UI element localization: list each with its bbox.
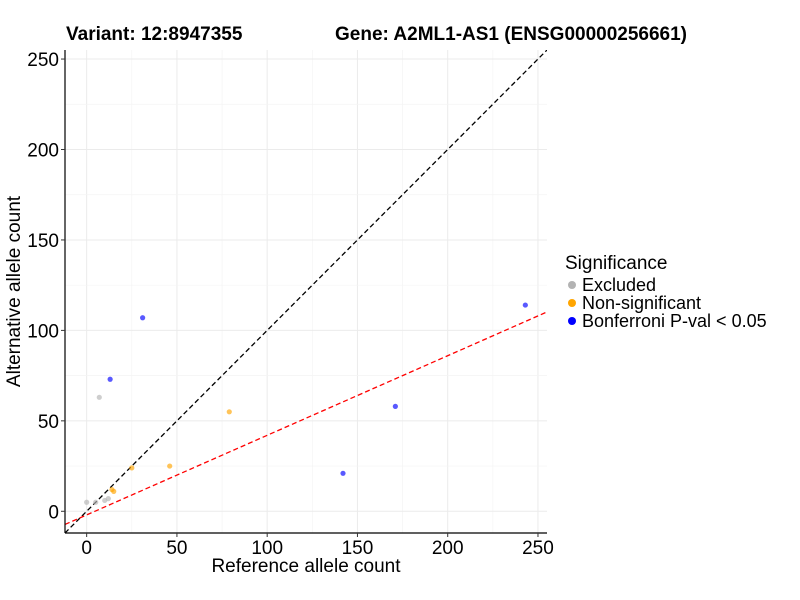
y-tick-label: 200 [27,140,59,161]
data-point-non-significant [129,465,135,471]
data-point-bonferroni-p-val-0-05 [107,376,113,382]
legend: Significance Excluded Non-significant Bo… [565,253,767,331]
data-point-bonferroni-p-val-0-05 [140,315,146,321]
legend-swatch-non-significant [568,299,576,307]
y-tick-label: 150 [27,231,59,252]
reference-line-fit [65,311,547,526]
legend-item-excluded: Excluded [565,274,767,295]
legend-title: Significance [565,253,668,274]
x-tick-label: 150 [342,538,374,559]
y-tick-label: 50 [38,412,59,433]
legend-swatch-bonferroni [568,317,576,325]
chart-title-variant: Variant: 12:8947355 [66,24,243,45]
data-point-excluded [84,499,90,505]
y-axis-label: Alternative allele count [4,195,25,387]
legend-label-non-significant: Non-significant [582,292,702,313]
x-tick-label: 100 [251,538,283,559]
x-tick-label: 200 [432,538,464,559]
data-point-excluded [93,499,99,505]
legend-label-excluded: Excluded [582,274,657,295]
y-tick-label: 250 [27,50,59,71]
x-axis-label: Reference allele count [211,556,401,577]
data-point-bonferroni-p-val-0-05 [522,302,528,308]
data-point-non-significant [226,409,232,415]
legend-swatch-excluded [568,281,576,289]
x-tick-label: 250 [522,538,554,559]
data-point-bonferroni-p-val-0-05 [340,470,346,476]
y-tick-label: 0 [48,502,59,523]
data-point-bonferroni-p-val-0-05 [392,403,398,409]
legend-item-non-significant: Non-significant [565,292,767,313]
legend-label-bonferroni: Bonferroni P-val < 0.05 [582,310,767,331]
y-tick-label: 100 [27,321,59,342]
data-point-excluded [105,496,111,502]
reference-line-identity [65,50,547,533]
data-point-non-significant [111,488,117,494]
chart-title-gene: Gene: A2ML1-AS1 (ENSG00000256661) [335,24,688,45]
x-tick-label: 50 [166,538,187,559]
data-point-excluded [96,394,102,400]
x-tick-label: 0 [81,538,92,559]
data-point-non-significant [167,463,173,469]
legend-item-bonferroni: Bonferroni P-val < 0.05 [565,310,767,331]
